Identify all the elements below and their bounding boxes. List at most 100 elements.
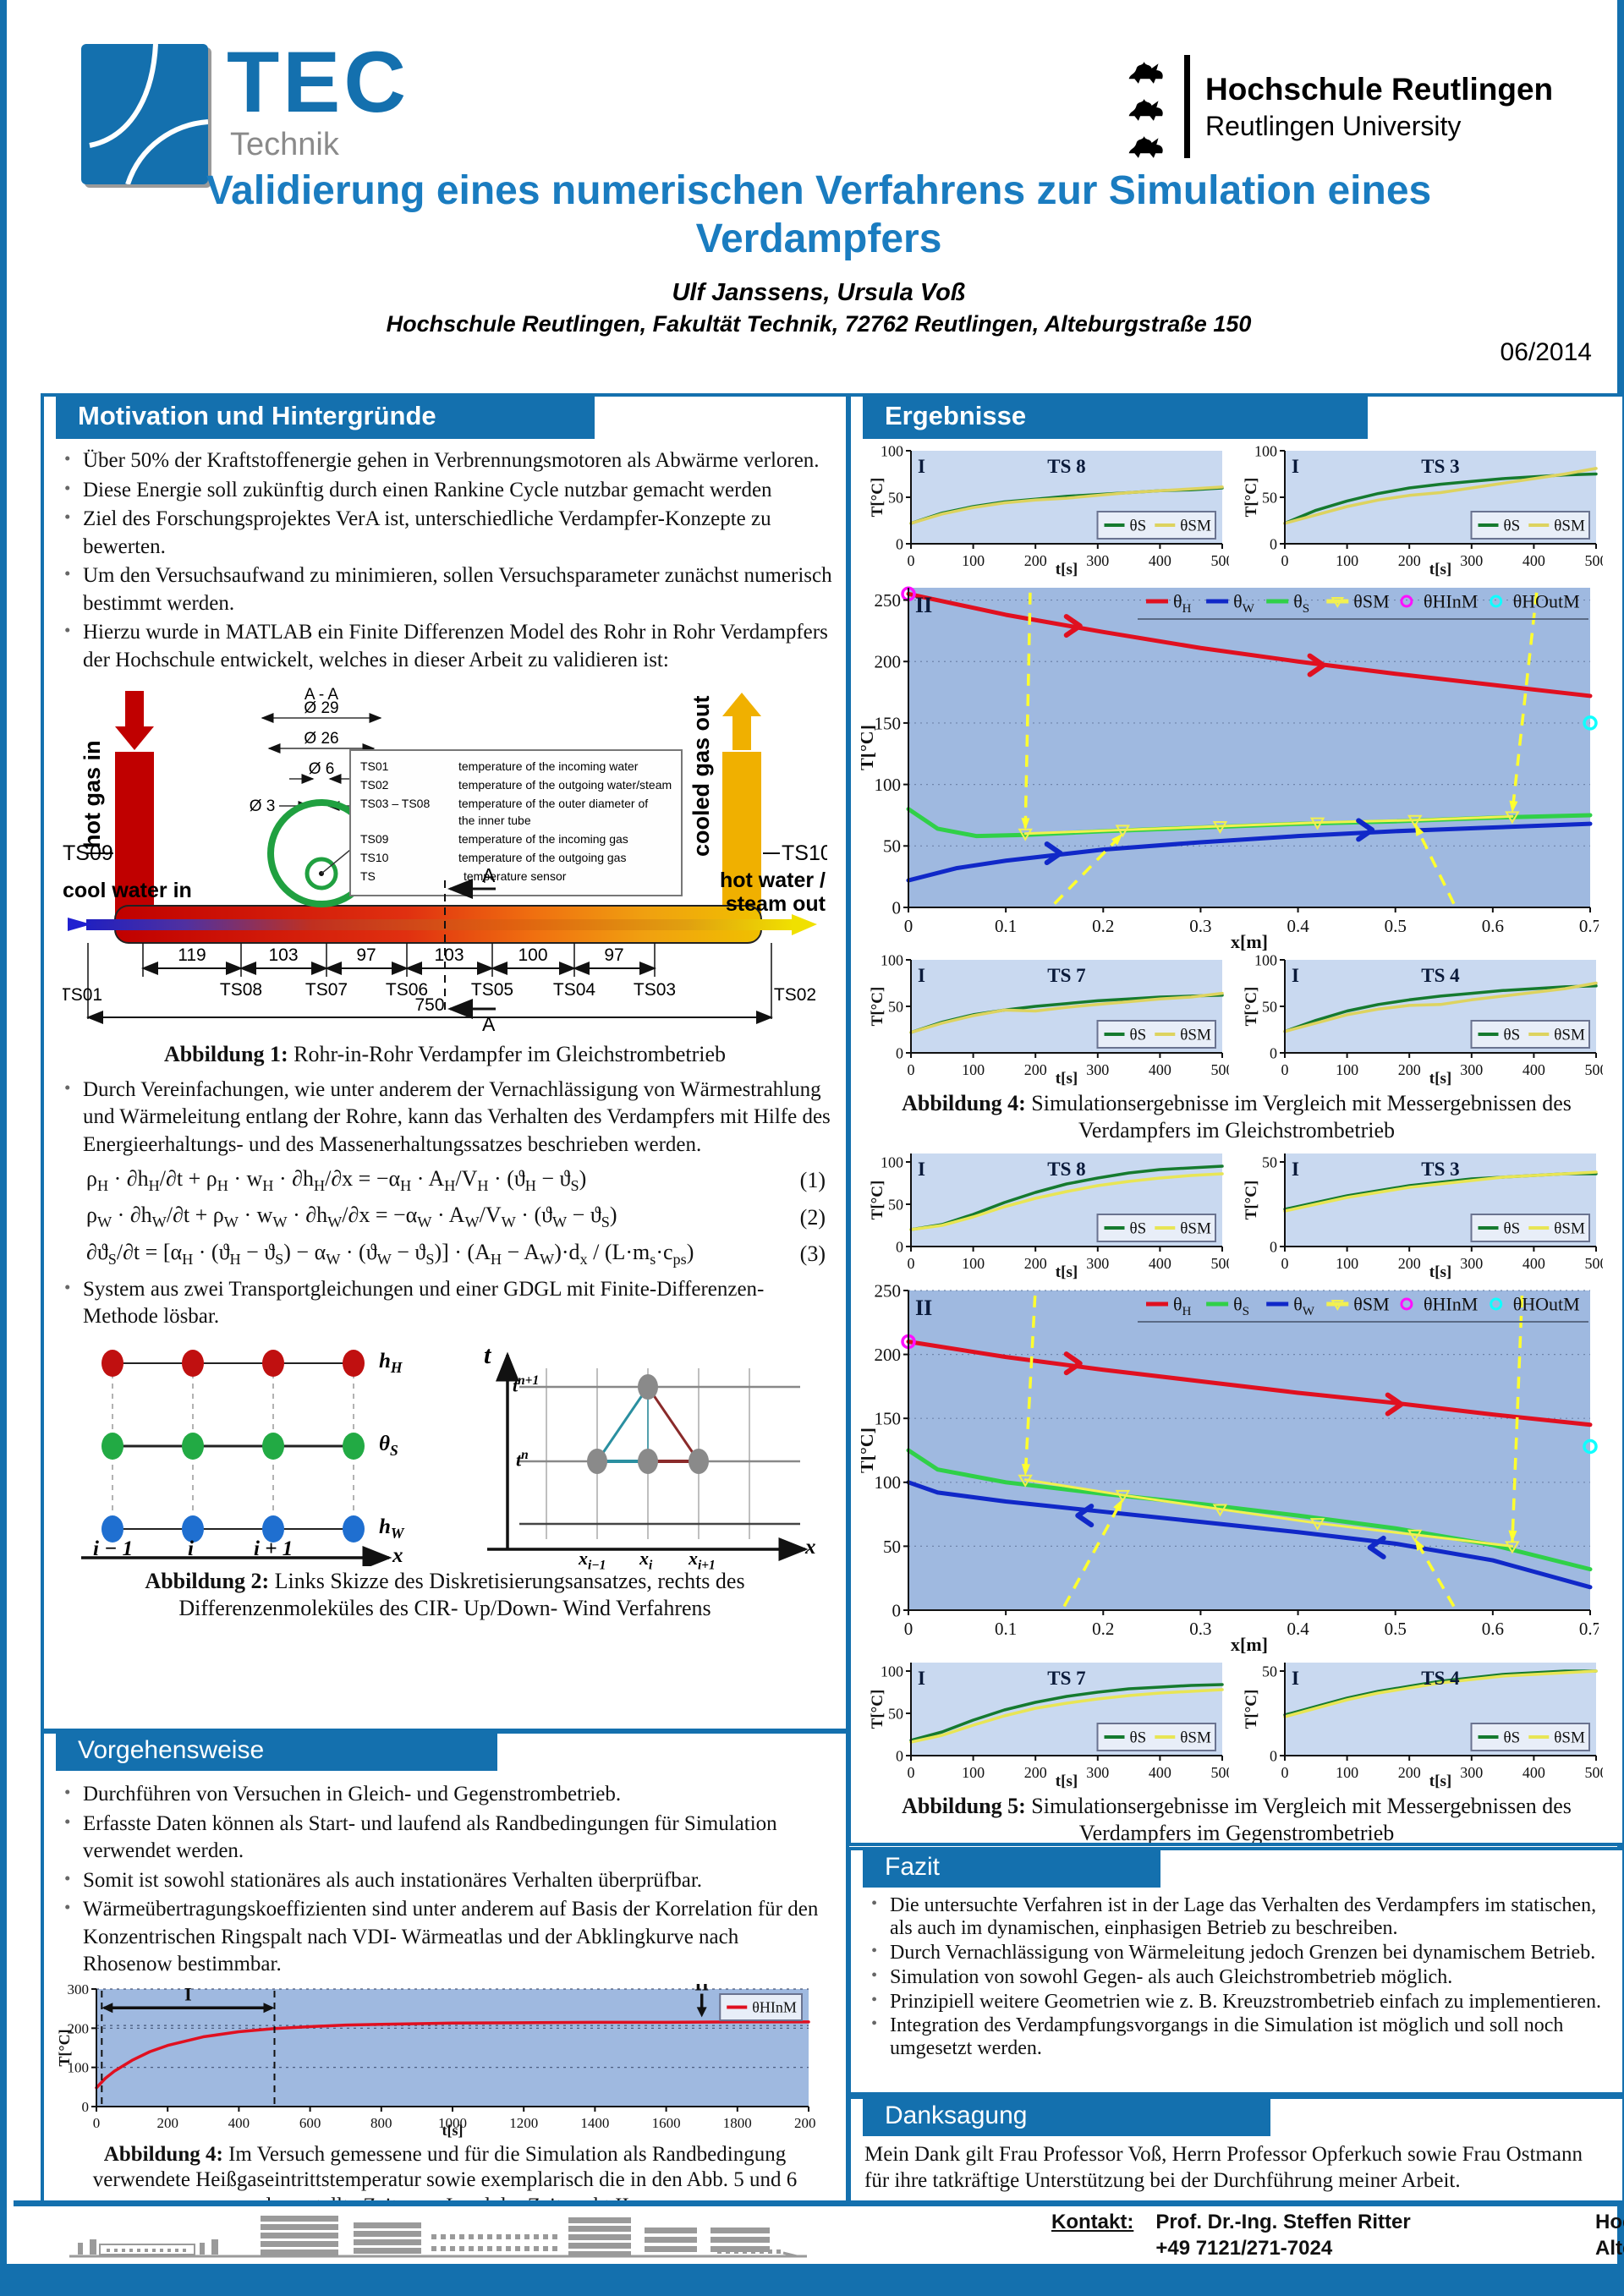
steam-out-arrow-icon bbox=[792, 914, 817, 935]
svg-text:0.7: 0.7 bbox=[1579, 916, 1599, 936]
bullet-item: Erfasste Daten können als Start- und lau… bbox=[58, 1811, 832, 1866]
danksagung-header: Danksagung bbox=[863, 2099, 1270, 2136]
svg-text:0: 0 bbox=[93, 2115, 101, 2131]
svg-text:200: 200 bbox=[68, 2020, 90, 2036]
svg-text:0: 0 bbox=[904, 1619, 914, 1639]
svg-text:150: 150 bbox=[875, 713, 902, 733]
svg-text:100: 100 bbox=[1336, 1255, 1358, 1272]
svg-text:500: 500 bbox=[1585, 1764, 1604, 1781]
svg-text:300: 300 bbox=[68, 1984, 90, 1997]
svg-text:0: 0 bbox=[896, 1044, 903, 1061]
panel-fazit: Fazit Die untersuchte Verfahren ist in d… bbox=[848, 1847, 1624, 2096]
svg-text:0.4: 0.4 bbox=[1287, 1619, 1309, 1639]
svg-text:I: I bbox=[184, 1984, 192, 2004]
svg-text:400: 400 bbox=[1149, 552, 1171, 569]
svg-text:97: 97 bbox=[356, 945, 376, 965]
svg-text:θSM: θSM bbox=[1180, 1026, 1211, 1044]
svg-text:TS07: TS07 bbox=[305, 980, 348, 1000]
section-a-bottom-label: A bbox=[482, 1013, 496, 1035]
thetaS-label: θS bbox=[379, 1432, 398, 1459]
svg-text:II: II bbox=[915, 593, 932, 617]
svg-text:400: 400 bbox=[1522, 552, 1545, 569]
svg-text:200: 200 bbox=[875, 652, 902, 672]
svg-text:500: 500 bbox=[1211, 1255, 1230, 1272]
cool-water-in-label: cool water in bbox=[63, 879, 192, 902]
chart-ts8-gleichstrom: I TS 8 θS θSM 0 100 200 300 400 500 0 50 100 t[s] T[°C… bbox=[869, 442, 1234, 579]
svg-text:T[°C]: T[°C] bbox=[870, 1181, 886, 1220]
hW-label: hW bbox=[379, 1515, 404, 1542]
svg-text:temperature of the outer diame: temperature of the outer diameter of bbox=[458, 797, 648, 810]
svg-text:I: I bbox=[1292, 456, 1299, 477]
svg-text:x[m]: x[m] bbox=[1231, 931, 1268, 952]
svg-text:0.7: 0.7 bbox=[1579, 1619, 1599, 1639]
hot-gas-in-arrow-icon bbox=[115, 726, 154, 750]
svg-text:θS: θS bbox=[1293, 590, 1309, 616]
svg-text:TS08: TS08 bbox=[220, 980, 262, 1000]
bullet-item: Durch Vereinfachungen, wie unter anderem… bbox=[58, 1077, 832, 1159]
svg-text:TS 3: TS 3 bbox=[1421, 456, 1459, 477]
bullet-item: Simulation von sowohl Gegen- als auch Gl… bbox=[864, 1966, 1609, 1989]
svg-text:θH: θH bbox=[1173, 590, 1192, 616]
svg-text:0: 0 bbox=[904, 916, 914, 936]
panel-ergebnisse: Ergebnisse ITS 8θSθSM0100200300400500050… bbox=[848, 393, 1624, 1846]
svg-text:TS01: TS01 bbox=[360, 759, 389, 773]
hsrt-name-en: Reutlingen University bbox=[1205, 110, 1462, 141]
svg-text:I: I bbox=[1292, 1668, 1299, 1689]
svg-text:θS: θS bbox=[1130, 1729, 1147, 1747]
inner-tube-section bbox=[304, 857, 338, 890]
motivation-bullets: Über 50% der Kraftstoffenergie gehen in … bbox=[58, 447, 832, 674]
svg-text:300: 300 bbox=[1086, 1061, 1109, 1078]
tec-logo-word: TEC bbox=[227, 34, 409, 130]
svg-text:TS 7: TS 7 bbox=[1047, 965, 1085, 986]
svg-text:150: 150 bbox=[875, 1409, 902, 1429]
svg-text:0: 0 bbox=[908, 1061, 915, 1078]
svg-text:0: 0 bbox=[1281, 552, 1289, 569]
svg-text:50: 50 bbox=[1262, 1663, 1277, 1680]
equation-3: ∂ϑS/∂t = [αH · (ϑH − ϑS) − αW · (ϑW − ϑS… bbox=[86, 1239, 826, 1268]
svg-text:0: 0 bbox=[896, 1239, 903, 1256]
panel-motivation: Motivation und Hintergründe Über 50% der… bbox=[41, 393, 849, 1732]
svg-text:θS: θS bbox=[1130, 517, 1147, 534]
chart-heissgas-randbedingung: I II θHInM 0 200 400 600 800 1000 1200 1400 1600 180… bbox=[56, 1973, 832, 2140]
ts10-label: TS10 bbox=[782, 841, 827, 865]
vorgehensweise-header: Vorgehensweise bbox=[56, 1734, 497, 1771]
svg-text:0: 0 bbox=[908, 1255, 915, 1272]
bullet-item: Durch Vernachlässigung von Wärmeleitung … bbox=[864, 1942, 1609, 1964]
svg-text:100: 100 bbox=[881, 1663, 903, 1680]
svg-text:400: 400 bbox=[1522, 1255, 1545, 1272]
svg-text:0: 0 bbox=[896, 535, 903, 552]
svg-text:TS04: TS04 bbox=[553, 980, 596, 1000]
chart-ts3-gleichstrom: I TS 3 θS θSM 0 100 200 300 400 500 0 50 100 t[s] T[°C… bbox=[1243, 442, 1608, 579]
inner-tube bbox=[86, 919, 793, 930]
svg-text:TS05: TS05 bbox=[471, 980, 513, 1000]
svg-text:I: I bbox=[918, 1668, 925, 1689]
svg-text:t[s]: t[s] bbox=[442, 2122, 464, 2139]
svg-text:θHInM: θHInM bbox=[1424, 1294, 1478, 1315]
svg-text:TS03: TS03 bbox=[634, 980, 676, 1000]
svg-text:0: 0 bbox=[896, 1748, 903, 1765]
date: 06/2014 bbox=[1500, 338, 1592, 366]
svg-text:θHOutM: θHOutM bbox=[1513, 590, 1580, 611]
svg-text:300: 300 bbox=[1460, 1764, 1483, 1781]
svg-text:t[s]: t[s] bbox=[1429, 1263, 1451, 1281]
svg-text:θSM: θSM bbox=[1180, 517, 1211, 534]
tec-logo-sub: Technik bbox=[230, 126, 339, 162]
svg-text:x[m]: x[m] bbox=[1231, 1634, 1268, 1655]
tec-logo: TEC Technik bbox=[81, 34, 409, 185]
svg-text:400: 400 bbox=[228, 2115, 250, 2131]
svg-text:200: 200 bbox=[1024, 1255, 1047, 1272]
svg-text:TS 3: TS 3 bbox=[1421, 1159, 1459, 1180]
section-aa-title: A - A bbox=[304, 686, 338, 704]
figure2-caption: Abbildung 2: Links Skizze des Diskretisi… bbox=[145, 1568, 745, 1620]
svg-text:97: 97 bbox=[604, 945, 623, 965]
svg-text:50: 50 bbox=[1262, 998, 1277, 1015]
svg-text:50: 50 bbox=[888, 1706, 903, 1723]
svg-text:TS 4: TS 4 bbox=[1421, 965, 1460, 986]
x-im1-label: xi−1 bbox=[579, 1547, 606, 1573]
bullet-item: Ziel des Forschungsprojektes VerA ist, u… bbox=[58, 506, 832, 561]
x-axis-label: x bbox=[805, 1535, 816, 1559]
svg-text:200: 200 bbox=[875, 1345, 902, 1365]
svg-text:200: 200 bbox=[1398, 1255, 1421, 1272]
svg-text:800: 800 bbox=[370, 2115, 392, 2131]
sensor-labels: TS08 TS07 TS06 TS05 TS04 TS03 TS01 TS02 bbox=[63, 980, 816, 1005]
